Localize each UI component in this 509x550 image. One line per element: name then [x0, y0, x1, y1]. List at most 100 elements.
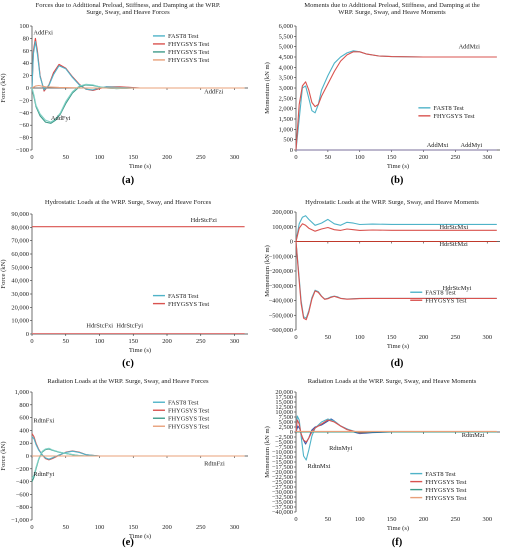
y-tick-label: −100 [16, 147, 29, 154]
y-tick-label: 0 [26, 331, 29, 338]
y-tick-label: −5,000 [275, 439, 293, 446]
y-tick-label: 0 [290, 147, 293, 154]
panel-label: (d) [391, 358, 404, 369]
x-tick-label: 200 [162, 154, 172, 161]
panel-label: (e) [122, 537, 134, 548]
y-tick-label: 10,000 [11, 318, 29, 325]
x-tick-label: 300 [482, 516, 492, 523]
series-line-4 [295, 241, 497, 319]
series-annotation: AddFxi [33, 30, 53, 37]
series-annotation: RdtnFxi [33, 418, 54, 425]
legend-label: FHYGSYS Test [433, 113, 474, 120]
x-tick-label: 200 [162, 338, 172, 345]
y-tick-label: 20 [23, 73, 29, 80]
y-tick-label: 200 [19, 440, 29, 447]
x-tick-label: 250 [451, 516, 461, 523]
y-tick-label: 400 [19, 427, 29, 434]
x-tick-label: 300 [230, 524, 240, 531]
y-tick-label: −17,500 [272, 464, 293, 471]
series-annotation: HdrStcFzi [191, 217, 217, 224]
legend-label: FHYGSYS Test [168, 407, 209, 414]
series-annotation: HdrStcFxi [86, 322, 113, 329]
y-tick-label: 80 [23, 35, 29, 42]
series-annotation: RdtnFyi [33, 471, 54, 478]
chart-title: Radiation Loads at the WRP. Surge, Sway,… [308, 378, 477, 385]
x-tick-label: 150 [387, 334, 397, 341]
y-tick-label: 60 [23, 48, 29, 55]
x-tick-label: 100 [95, 154, 105, 161]
chart-panel-a: Forces due to Additional Preload, Stiffn… [0, 2, 248, 186]
y-tick-label: 0 [26, 85, 29, 92]
x-axis-label: Time (s) [129, 163, 151, 170]
y-axis-label: Force (kN) [0, 441, 7, 470]
legend-label: FHYGSYS Test [425, 479, 466, 486]
y-tick-label: −200 [16, 466, 29, 473]
series-line-1 [295, 215, 497, 242]
y-tick-label: −15,000 [272, 459, 293, 466]
series-annotation: AddMxi [427, 142, 449, 149]
y-tick-label: 20,000 [11, 304, 29, 311]
x-tick-label: 250 [451, 154, 461, 161]
y-tick-label: 4,000 [279, 64, 293, 71]
x-tick-label: 200 [162, 524, 172, 531]
x-tick-label: 150 [128, 338, 138, 345]
y-tick-label: 20,000 [275, 389, 293, 396]
y-tick-label: −35,000 [272, 499, 293, 506]
y-tick-label: 2,500 [279, 95, 293, 102]
y-tick-label: −40,000 [272, 509, 293, 516]
x-tick-label: 150 [128, 524, 138, 531]
y-tick-label: −1,000 [11, 517, 29, 524]
chart-panel-e: Radiation Loads at the WRP. Surge, Sway,… [0, 378, 248, 548]
y-tick-label: 0 [290, 239, 293, 246]
x-tick-label: 50 [63, 524, 69, 531]
series-line-5 [31, 84, 245, 89]
legend-label: FHYGSYS Test [168, 41, 209, 48]
x-tick-label: 50 [63, 154, 69, 161]
x-tick-label: 100 [355, 334, 365, 341]
x-tick-label: 50 [63, 338, 69, 345]
y-axis-label: Momentum (kN m) [264, 245, 271, 297]
y-tick-label: 200,000 [272, 209, 293, 216]
chart-panel-c: Hydrostatic Loads at the WRP. Surge, Swa… [0, 199, 248, 369]
y-tick-label: 90,000 [11, 211, 29, 218]
x-tick-label: 300 [482, 334, 492, 341]
y-axis-label: Momentum (kN m) [264, 62, 271, 114]
legend-label: FHYGSYS Test [168, 49, 209, 56]
legend-label: FHYGSYS Test [168, 57, 209, 64]
chart-panel-d: Hydrostatic Loads at the WRP. Surge, Swa… [264, 199, 500, 369]
y-tick-label: 15,000 [275, 399, 293, 406]
series-line-1 [31, 37, 245, 92]
series-annotation: AddFzi [204, 89, 223, 96]
series-annotation: HdrStcFyi [116, 322, 143, 329]
y-tick-label: 10,000 [275, 409, 293, 416]
series-annotation: RdtnMzi [462, 432, 485, 439]
y-tick-label: −10,000 [272, 449, 293, 456]
x-tick-label: 0 [294, 154, 297, 161]
x-tick-label: 250 [196, 524, 206, 531]
x-tick-label: 250 [451, 334, 461, 341]
legend-label: FAST8 Test [433, 105, 464, 112]
y-tick-label: 80,000 [11, 224, 29, 231]
y-tick-label: −800 [16, 504, 29, 511]
y-tick-label: 0 [26, 453, 29, 460]
series-annotation: RdtnMxi [307, 463, 330, 470]
y-axis-label: Force (kN) [0, 259, 7, 288]
chart-title: WRP. Surge, Sway, and Heave Moments [338, 9, 446, 16]
legend-label: FAST8 Test [425, 289, 456, 296]
y-tick-label: 0 [290, 429, 293, 436]
chart-panel-b: Moments due to Additional Preload, Stiff… [264, 2, 500, 186]
y-tick-label: 100 [19, 23, 29, 30]
chart-panel-f: Radiation Loads at the WRP. Surge, Sway,… [264, 378, 500, 548]
panel-label: (f) [392, 537, 403, 548]
y-tick-label: −12,500 [272, 454, 293, 461]
y-tick-label: 50,000 [11, 264, 29, 271]
x-tick-label: 150 [128, 154, 138, 161]
x-tick-label: 50 [325, 334, 331, 341]
legend-label: FHYGSYS Test [168, 301, 209, 308]
y-tick-label: 1,000 [279, 126, 293, 133]
chart-title: Moments due to Additional Preload, Stiff… [304, 2, 480, 9]
legend-label: FAST8 Test [168, 399, 199, 406]
